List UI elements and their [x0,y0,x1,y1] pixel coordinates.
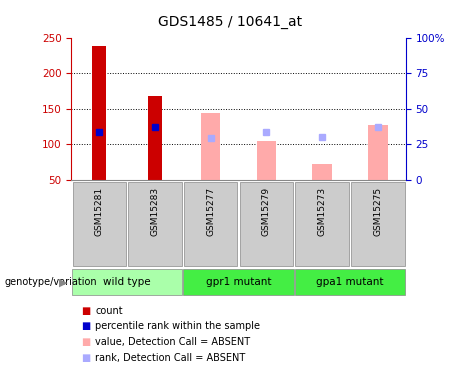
Bar [295,269,405,295]
Bar [351,182,405,266]
Bar [183,269,294,295]
Text: ▶: ▶ [59,277,68,287]
Text: gpr1 mutant: gpr1 mutant [206,277,272,287]
Text: rank, Detection Call = ABSENT: rank, Detection Call = ABSENT [95,353,246,363]
Bar [201,113,220,180]
Text: GSM15273: GSM15273 [318,187,327,236]
Text: ■: ■ [81,306,90,316]
Text: ■: ■ [81,321,90,332]
Text: ■: ■ [81,353,90,363]
Bar [313,164,332,180]
Text: GSM15281: GSM15281 [95,187,104,236]
Bar [184,182,237,266]
Bar [148,96,162,180]
Text: GSM15283: GSM15283 [150,187,160,236]
Text: value, Detection Call = ABSENT: value, Detection Call = ABSENT [95,337,250,347]
Bar [128,182,182,266]
Text: count: count [95,306,123,316]
Bar [257,141,276,180]
Bar [72,182,126,266]
Bar [240,182,293,266]
Bar [368,125,388,180]
Text: GSM15279: GSM15279 [262,187,271,236]
Text: genotype/variation: genotype/variation [5,277,97,287]
Text: gpa1 mutant: gpa1 mutant [316,277,384,287]
Text: GSM15275: GSM15275 [373,187,382,236]
Text: ■: ■ [81,337,90,347]
Text: GSM15277: GSM15277 [206,187,215,236]
Text: percentile rank within the sample: percentile rank within the sample [95,321,260,332]
Text: wild type: wild type [103,277,151,287]
Bar [296,182,349,266]
Text: GDS1485 / 10641_at: GDS1485 / 10641_at [159,15,302,29]
Bar [72,269,182,295]
Bar [92,46,106,180]
